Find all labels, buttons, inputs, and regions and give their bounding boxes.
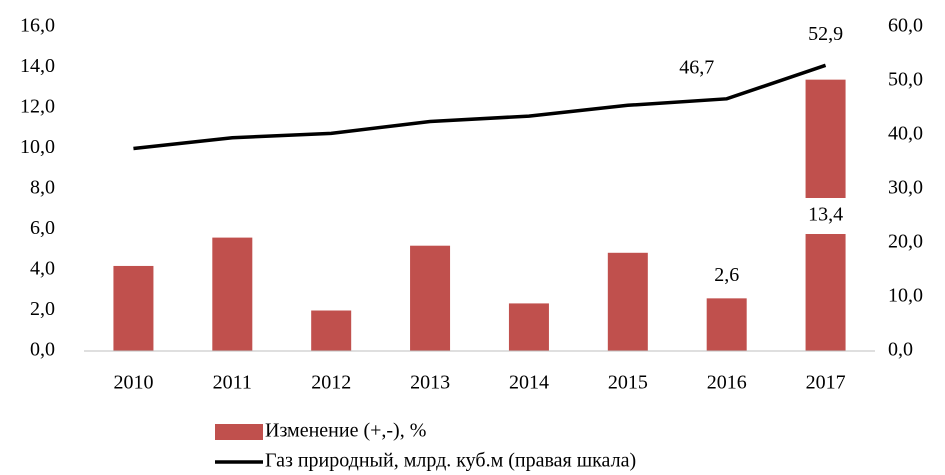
x-tick-label: 2014 (509, 372, 549, 394)
y2-tick-label: 30,0 (888, 177, 923, 199)
legend-label: Изменение (+,-), % (265, 420, 426, 442)
x-tick-label: 2016 (707, 372, 747, 394)
y-tick-label: 8,0 (30, 177, 55, 199)
y2-tick-label: 20,0 (888, 231, 923, 253)
y2-tick-label: 60,0 (888, 15, 923, 37)
x-tick-label: 2015 (608, 372, 648, 394)
legend-label: Газ природный, млрд. куб.м (правая шкала… (265, 450, 636, 472)
y2-tick-label: 0,0 (888, 339, 913, 361)
x-tick-label: 2010 (113, 372, 153, 394)
y-tick-label: 16,0 (20, 15, 55, 37)
label-bg (801, 198, 850, 234)
y-tick-label: 12,0 (20, 96, 55, 118)
bar (212, 237, 253, 351)
line (133, 63, 827, 151)
data-label: 2,6 (714, 264, 739, 286)
x-tick-label: 2013 (410, 372, 450, 394)
legend-swatch (215, 424, 263, 440)
data-label: 46,7 (679, 56, 714, 78)
bar (113, 265, 154, 351)
y2-tick-label: 10,0 (888, 285, 923, 307)
x-tick-label: 2017 (806, 372, 846, 394)
bar (410, 245, 451, 351)
x-tick-label: 2011 (213, 372, 252, 394)
y2-tick-label: 50,0 (888, 69, 923, 91)
data-label: 52,9 (808, 23, 843, 45)
bar (508, 303, 549, 351)
y-tick-label: 4,0 (30, 258, 55, 280)
label-bg (702, 258, 751, 295)
bar (706, 298, 747, 351)
y-tick-label: 2,0 (30, 298, 55, 320)
y-tick-label: 6,0 (30, 217, 55, 239)
y-tick-label: 0,0 (30, 339, 55, 361)
y-tick-label: 14,0 (20, 55, 55, 77)
bar (607, 252, 648, 351)
x-tick-label: 2012 (311, 372, 351, 394)
y2-tick-label: 40,0 (888, 123, 923, 145)
y-tick-label: 10,0 (20, 136, 55, 158)
bar (311, 310, 352, 351)
data-label: 13,4 (808, 204, 843, 226)
